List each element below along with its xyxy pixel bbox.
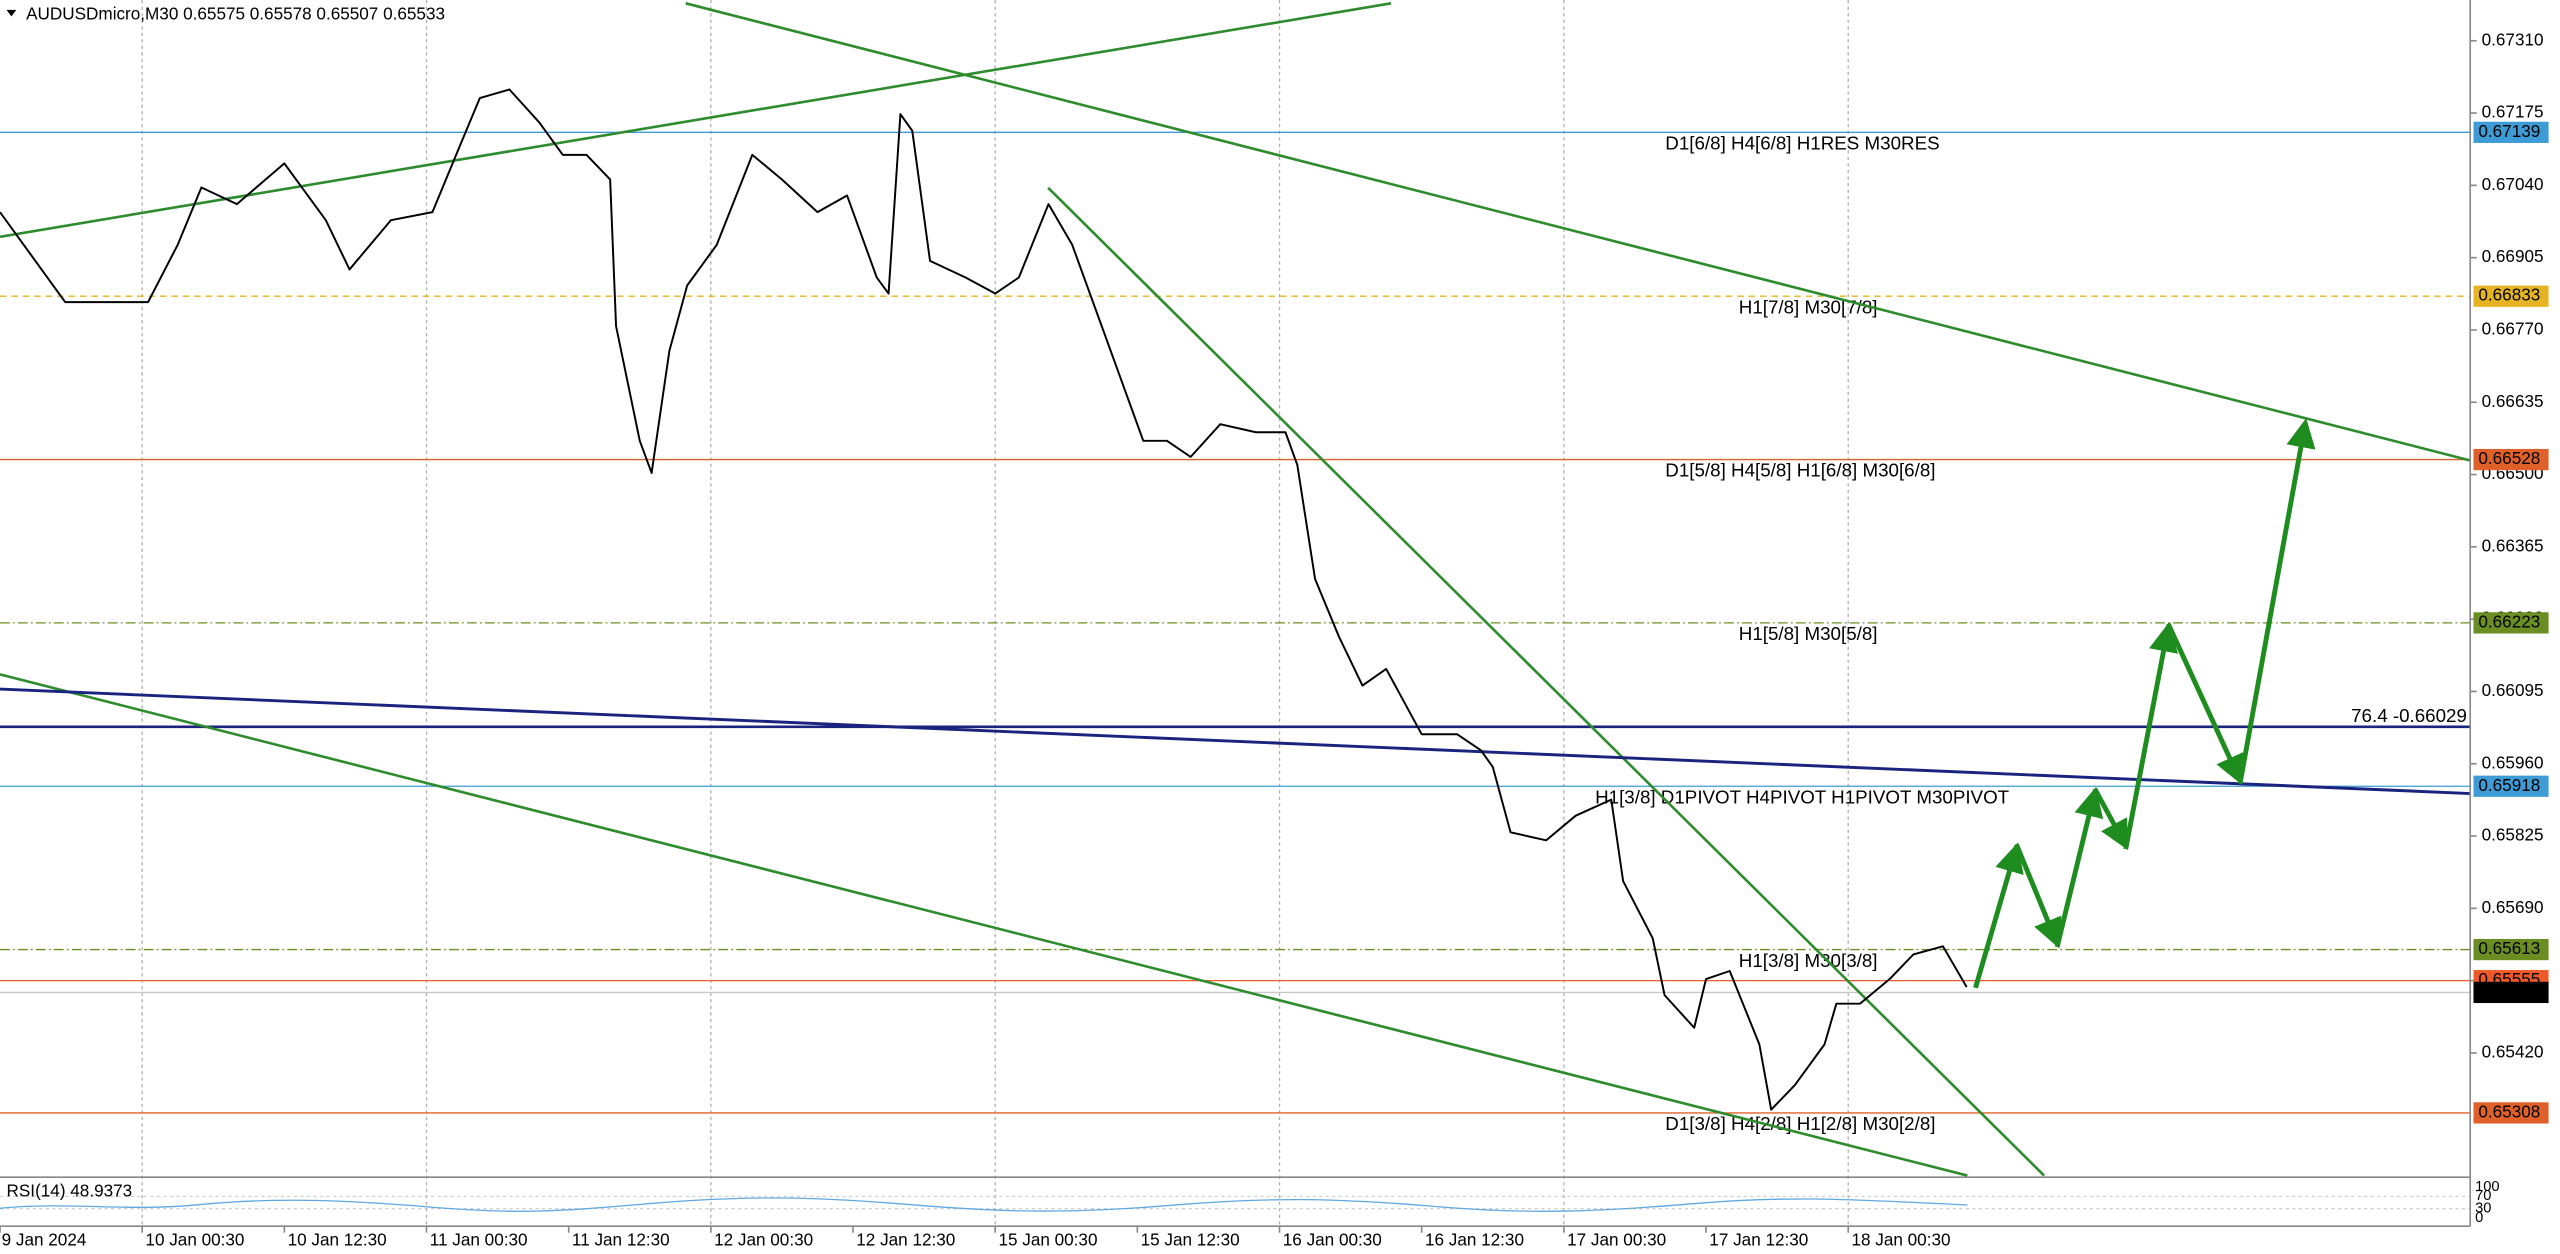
rsi-tick-label: 30	[2475, 1201, 2491, 1217]
x-tick-label: 11 Jan 00:30	[430, 1229, 528, 1249]
y-tick-label: 0.66635	[2482, 391, 2544, 411]
x-tick-label: 10 Jan 12:30	[288, 1229, 387, 1249]
y-tick-label: 0.66770	[2482, 318, 2544, 338]
price-badge	[2473, 775, 2549, 797]
grid	[0, 0, 2471, 1227]
x-tick-label: 17 Jan 00:30	[1567, 1229, 1666, 1249]
price-badge-label: 0.65613	[2478, 938, 2540, 958]
trend-line	[685, 2, 2471, 462]
x-tick-label: 10 Jan 00:30	[145, 1229, 244, 1249]
trend-lines	[0, 2, 2471, 1177]
price-series	[0, 88, 1968, 1111]
price-badge	[2473, 938, 2549, 961]
price-badge-label: 0.66833	[2478, 285, 2540, 305]
x-tick-label: 16 Jan 12:30	[1425, 1229, 1524, 1249]
trend-line	[1047, 186, 2046, 1177]
level-label: D1[5/8] H4[5/8] H1[6/8] M30[6/8]	[1665, 460, 1935, 481]
x-tick-label: 15 Jan 00:30	[998, 1229, 1097, 1249]
y-tick-label: 0.66365	[2482, 535, 2544, 555]
level-label: H1[3/8] M30[3/8]	[1739, 950, 1878, 971]
rsi-line	[0, 1197, 1968, 1212]
x-tick-label: 12 Jan 12:30	[856, 1229, 955, 1249]
trend-line	[0, 2, 1392, 239]
regression-line	[0, 687, 2471, 795]
arrow	[2014, 843, 2062, 949]
fib-label: 76.4 -0.66029	[2351, 705, 2467, 726]
rsi-tick-label: 0	[2475, 1210, 2483, 1226]
rsi-tick-label: 70	[2475, 1188, 2491, 1204]
x-tick-label: 17 Jan 12:30	[1709, 1229, 1808, 1249]
trend-line	[0, 673, 1968, 1177]
price-badge	[2473, 285, 2549, 307]
y-tick-label: 0.67310	[2482, 29, 2544, 49]
arrow	[2165, 622, 2244, 785]
level-label: D1[3/8] H4[2/8] H1[2/8] M30[2/8]	[1665, 1113, 1935, 1134]
price-badge	[2473, 981, 2549, 1004]
y-tick-label: 0.65690	[2482, 897, 2544, 917]
level-label: H1[7/8] M30[7/8]	[1739, 296, 1878, 317]
y-tick-label: 0.65825	[2482, 825, 2544, 845]
price-badge	[2473, 448, 2549, 471]
price-badge-label: 0.66223	[2478, 611, 2540, 631]
y-tick-label: 0.66905	[2482, 246, 2544, 266]
price-badge	[2473, 121, 2549, 143]
price-badge-label: 0.67139	[2478, 121, 2540, 141]
arrow	[2092, 787, 2129, 851]
price-line	[0, 88, 1968, 1111]
level-label: H1[3/8] D1PIVOT H4PIVOT H1PIVOT M30PIVOT	[1595, 786, 2010, 807]
axes: 0.67310 0.67175 0.67040 0.66905 0.66770 0.666…	[0, 29, 2549, 1249]
price-badge	[2473, 612, 2549, 634]
price-badge-label: 0.65918	[2478, 775, 2540, 795]
y-tick-label: 0.67040	[2482, 174, 2544, 194]
projection-arrows	[1973, 418, 2316, 989]
arrow	[1973, 842, 2024, 989]
y-tick-label: 0.65960	[2482, 752, 2544, 772]
x-tick-label: 15 Jan 12:30	[1141, 1229, 1240, 1249]
levels: D1[6/8] H4[6/8] H1RES M30RES H1[7/8] M30[…	[0, 131, 2471, 1134]
x-tick-label: 12 Jan 00:30	[714, 1229, 813, 1249]
x-tick-label: 11 Jan 12:30	[572, 1229, 670, 1249]
y-tick-label: 0.67175	[2482, 102, 2544, 122]
y-tick-label: 0.66095	[2482, 680, 2544, 700]
arrow	[2123, 622, 2178, 850]
price-badge	[2473, 1102, 2549, 1124]
price-badge-label: 0.66528	[2478, 448, 2540, 468]
collapse-icon	[6, 9, 17, 17]
arrow	[2237, 418, 2316, 785]
chart-title: AUDUSDmicro,M30 0.65575 0.65578 0.65507 …	[26, 3, 445, 23]
level-label: H1[5/8] M30[5/8]	[1739, 623, 1878, 644]
x-tick-label: 16 Jan 00:30	[1283, 1229, 1382, 1249]
level-label: D1[6/8] H4[6/8] H1RES M30RES	[1665, 133, 1939, 154]
y-tick-label: 0.65420	[2482, 1041, 2544, 1061]
rsi-tick-label: 100	[2475, 1179, 2500, 1195]
price-badge-label: 0.65308	[2478, 1101, 2540, 1121]
x-tick-label: 18 Jan 00:30	[1851, 1229, 1950, 1249]
arrow	[2054, 787, 2104, 948]
price-badge-label: 0.65533	[2478, 981, 2540, 1001]
x-tick-label: 9 Jan 2024	[2, 1229, 87, 1249]
rsi-title: RSI(14) 48.9373	[7, 1180, 133, 1200]
